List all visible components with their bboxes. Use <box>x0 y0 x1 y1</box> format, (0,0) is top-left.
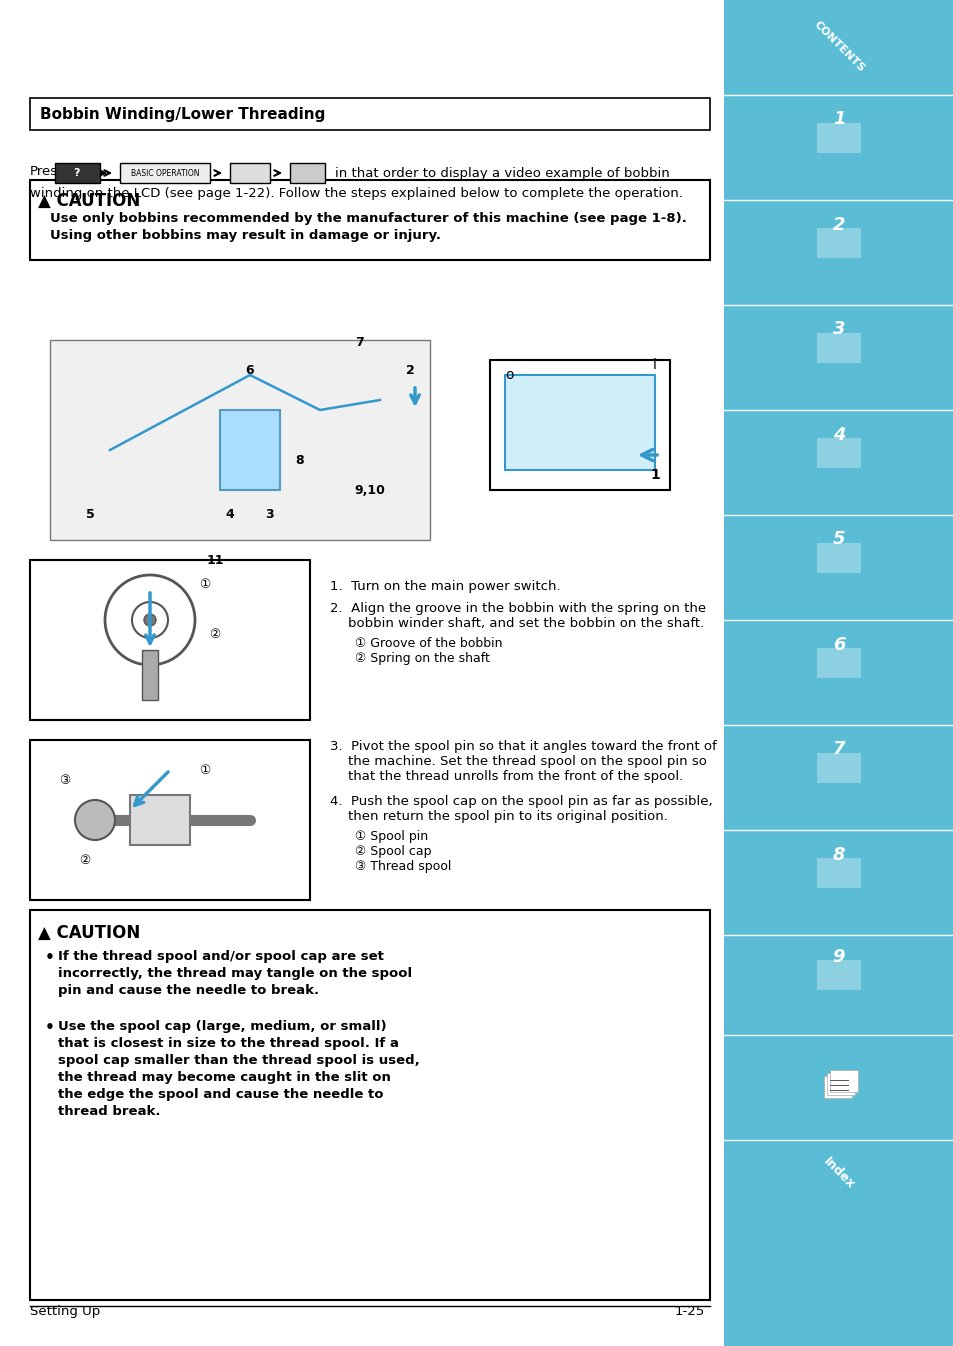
Text: ①: ① <box>199 763 211 777</box>
Text: 1-25: 1-25 <box>674 1306 704 1318</box>
FancyBboxPatch shape <box>30 98 709 131</box>
Bar <box>816 122 861 152</box>
Bar <box>816 960 861 991</box>
Bar <box>30 560 310 720</box>
Text: l: l <box>653 358 657 371</box>
Text: 5: 5 <box>832 530 844 549</box>
Text: 7: 7 <box>355 335 364 349</box>
Text: 1: 1 <box>649 468 659 482</box>
Text: 9: 9 <box>832 948 844 966</box>
Text: Index: Index <box>820 1155 857 1191</box>
Bar <box>220 411 280 490</box>
Text: Use only bobbins recommended by the manufacturer of this machine (see page 1-8).: Use only bobbins recommended by the manu… <box>50 213 686 242</box>
Text: 7: 7 <box>832 740 844 759</box>
Text: •: • <box>45 1020 55 1035</box>
Text: the machine. Set the thread spool on the spool pin so: the machine. Set the thread spool on the… <box>348 755 706 769</box>
Text: o: o <box>505 367 514 382</box>
Text: 4: 4 <box>226 509 234 521</box>
Bar <box>816 647 861 677</box>
Text: Bobbin Winding/Lower Threading: Bobbin Winding/Lower Threading <box>40 106 325 121</box>
Bar <box>816 332 861 362</box>
Text: 6: 6 <box>832 635 844 654</box>
Text: ③ Thread spool: ③ Thread spool <box>355 860 451 874</box>
Bar <box>504 376 655 470</box>
Bar <box>816 542 861 572</box>
Bar <box>816 752 861 782</box>
Text: in that order to display a video example of bobbin: in that order to display a video example… <box>335 167 669 179</box>
FancyBboxPatch shape <box>30 910 709 1300</box>
Circle shape <box>75 800 115 840</box>
Bar <box>816 857 861 887</box>
Text: ▲ CAUTION: ▲ CAUTION <box>38 192 140 210</box>
Text: ▲ CAUTION: ▲ CAUTION <box>38 923 140 942</box>
Bar <box>30 740 310 900</box>
Text: ?: ? <box>73 168 80 178</box>
Text: winding on the LCD (see page 1-22). Follow the steps explained below to complete: winding on the LCD (see page 1-22). Foll… <box>30 187 682 201</box>
Text: ② Spring on the shaft: ② Spring on the shaft <box>355 651 489 665</box>
Text: CONTENTS: CONTENTS <box>811 20 865 74</box>
Text: 4: 4 <box>832 425 844 443</box>
Text: ③: ③ <box>59 774 71 786</box>
Text: 6: 6 <box>246 363 254 377</box>
Text: bobbin winder shaft, and set the bobbin on the shaft.: bobbin winder shaft, and set the bobbin … <box>348 616 703 630</box>
Text: ① Spool pin: ① Spool pin <box>355 830 428 843</box>
Text: that the thread unrolls from the front of the spool.: that the thread unrolls from the front o… <box>348 770 682 783</box>
Text: then return the spool pin to its original position.: then return the spool pin to its origina… <box>348 810 667 822</box>
Text: ② Spool cap: ② Spool cap <box>355 845 431 857</box>
Text: ①: ① <box>199 579 211 591</box>
Text: 1: 1 <box>832 110 844 128</box>
Text: 8: 8 <box>832 845 844 864</box>
Bar <box>130 795 190 845</box>
Text: 2.  Align the groove in the bobbin with the spring on the: 2. Align the groove in the bobbin with t… <box>330 602 705 615</box>
Bar <box>230 163 270 183</box>
Text: ① Groove of the bobbin: ① Groove of the bobbin <box>355 637 502 650</box>
Text: Setting Up: Setting Up <box>30 1306 100 1318</box>
Bar <box>823 1075 851 1097</box>
Bar <box>826 1073 854 1094</box>
Bar <box>290 163 325 183</box>
Text: 9,10: 9,10 <box>355 483 385 497</box>
Bar <box>55 163 100 183</box>
Text: 4.  Push the spool cap on the spool pin as far as possible,: 4. Push the spool cap on the spool pin a… <box>330 795 712 808</box>
Bar <box>50 341 430 540</box>
Text: 3: 3 <box>265 509 274 521</box>
Bar <box>142 650 158 700</box>
Bar <box>816 437 861 467</box>
Text: Press: Press <box>30 166 65 178</box>
Text: 11: 11 <box>206 553 224 567</box>
Text: Use the spool cap (large, medium, or small)
that is closest in size to the threa: Use the spool cap (large, medium, or sma… <box>58 1020 419 1119</box>
Text: ②: ② <box>209 629 220 642</box>
Text: 3: 3 <box>832 320 844 338</box>
Text: 3.  Pivot the spool pin so that it angles toward the front of: 3. Pivot the spool pin so that it angles… <box>330 740 716 752</box>
Bar <box>120 163 210 183</box>
Text: 2: 2 <box>832 215 844 233</box>
Text: 5: 5 <box>86 509 94 521</box>
Text: ②: ② <box>79 853 91 867</box>
Text: 1.  Turn on the main power switch.: 1. Turn on the main power switch. <box>330 580 560 594</box>
Bar <box>829 1070 857 1092</box>
FancyBboxPatch shape <box>30 180 709 260</box>
Bar <box>816 227 861 257</box>
Text: •: • <box>45 950 55 965</box>
Text: If the thread spool and/or spool cap are set
incorrectly, the thread may tangle : If the thread spool and/or spool cap are… <box>58 950 412 997</box>
Text: 2: 2 <box>405 363 414 377</box>
Bar <box>723 0 953 1346</box>
Text: BASIC OPERATION: BASIC OPERATION <box>131 168 199 178</box>
Text: 8: 8 <box>295 454 304 467</box>
Bar <box>490 359 669 490</box>
Circle shape <box>144 614 156 626</box>
